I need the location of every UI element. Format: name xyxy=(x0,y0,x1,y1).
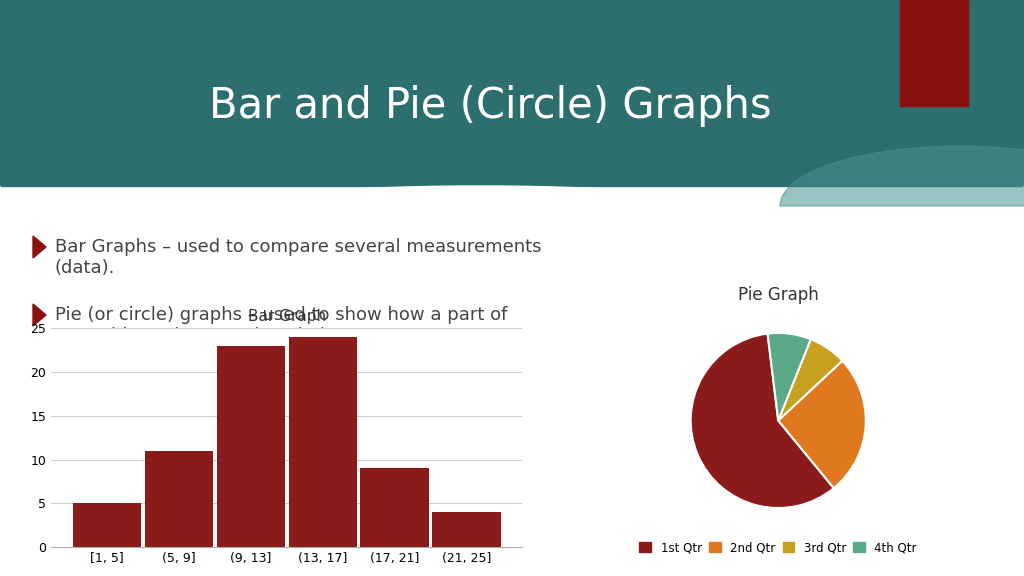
Bar xyxy=(144,451,213,547)
Wedge shape xyxy=(691,334,834,508)
Bar xyxy=(900,0,968,106)
Bar xyxy=(360,468,429,547)
Polygon shape xyxy=(33,236,46,258)
Text: Bar and Pie (Circle) Graphs: Bar and Pie (Circle) Graphs xyxy=(209,85,771,127)
Title: Pie Graph: Pie Graph xyxy=(738,286,818,304)
Polygon shape xyxy=(780,146,1024,206)
Legend: 1st Qtr, 2nd Qtr, 3rd Qtr, 4th Qtr: 1st Qtr, 2nd Qtr, 3rd Qtr, 4th Qtr xyxy=(635,537,922,559)
Bar xyxy=(432,512,501,547)
Wedge shape xyxy=(778,339,843,420)
Text: (data).: (data). xyxy=(55,259,116,277)
Bar xyxy=(216,346,285,547)
Bar xyxy=(0,0,1024,186)
Wedge shape xyxy=(768,333,811,420)
Bar xyxy=(289,337,357,547)
Wedge shape xyxy=(778,361,865,488)
Text: Pie (or circle) graphs – used to show how a part of: Pie (or circle) graphs – used to show ho… xyxy=(55,306,507,324)
Polygon shape xyxy=(33,304,46,326)
Bar xyxy=(73,503,141,547)
Text: Bar Graphs – used to compare several measurements: Bar Graphs – used to compare several mea… xyxy=(55,238,542,256)
Title: Bar Graph: Bar Graph xyxy=(248,309,326,324)
Text: something relates to the whole.: something relates to the whole. xyxy=(55,327,342,345)
Polygon shape xyxy=(0,186,1024,326)
